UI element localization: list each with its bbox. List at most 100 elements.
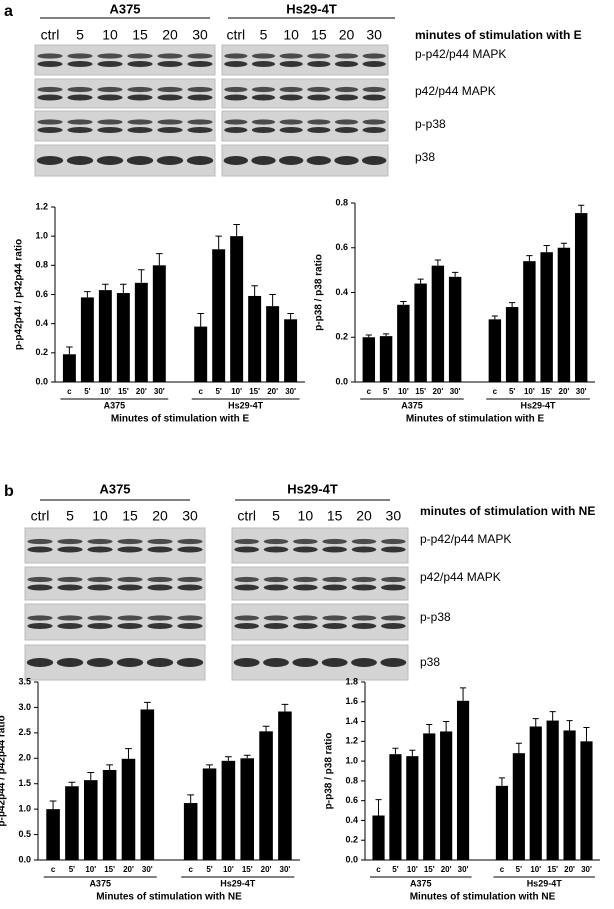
blot-band bbox=[37, 53, 63, 59]
blot-band bbox=[27, 576, 53, 583]
x-tick-label: 15' bbox=[547, 865, 558, 874]
error-bar bbox=[187, 794, 195, 804]
error-bar bbox=[526, 255, 533, 262]
x-tick-label: 30' bbox=[285, 387, 296, 396]
blot-band bbox=[187, 94, 213, 101]
blot-band bbox=[117, 584, 143, 591]
cell-line-label: Hs29-4T bbox=[286, 1, 337, 16]
blot-band bbox=[381, 546, 406, 553]
blot-caption: minutes of stimulation with E bbox=[415, 28, 582, 42]
blot-band bbox=[186, 156, 214, 165]
x-tick-label: 20' bbox=[559, 387, 570, 396]
error-bar bbox=[560, 242, 568, 248]
lane-label: 15 bbox=[122, 508, 138, 524]
lane-label: ctrl bbox=[226, 27, 245, 43]
lane-label: 15 bbox=[132, 27, 148, 43]
band-label: p-p42/p44 MAPK bbox=[415, 47, 506, 61]
x-tick-label: 30' bbox=[581, 865, 592, 874]
blot-band bbox=[279, 61, 303, 67]
blot-band bbox=[234, 584, 259, 591]
lane-label: ctrl bbox=[31, 508, 50, 524]
group-label: A375 bbox=[89, 878, 111, 888]
blot-band bbox=[381, 623, 406, 629]
y-tick-label: 1.4 bbox=[345, 716, 358, 726]
blot-band bbox=[176, 658, 204, 667]
x-tick-label: c bbox=[493, 387, 498, 396]
blot-band bbox=[322, 546, 347, 553]
blot-band bbox=[263, 576, 289, 583]
cell-line-label: Hs29-4T bbox=[287, 481, 338, 496]
x-tick-label: 5' bbox=[509, 387, 515, 396]
blot-band bbox=[251, 119, 276, 125]
bar bbox=[102, 769, 117, 860]
error-bar bbox=[566, 720, 573, 731]
x-tick-label: 10' bbox=[100, 387, 111, 396]
blot-band bbox=[187, 86, 213, 93]
blot-band bbox=[334, 61, 359, 67]
blot-band bbox=[187, 119, 213, 125]
y-tick-label: 0.0 bbox=[345, 854, 358, 864]
blot-band bbox=[334, 119, 359, 125]
x-tick-label: 15' bbox=[249, 387, 260, 396]
x-tick-label: 15' bbox=[541, 387, 552, 396]
blot-band bbox=[263, 615, 289, 621]
bar bbox=[379, 336, 393, 382]
y-tick-label: 0.2 bbox=[345, 835, 358, 845]
blot-band bbox=[351, 576, 377, 583]
y-tick-label: 1.2 bbox=[345, 736, 358, 746]
blot-band bbox=[57, 546, 83, 553]
y-tick-label: 2.0 bbox=[18, 753, 31, 763]
lane-label: 10 bbox=[102, 27, 118, 43]
error-bar bbox=[106, 764, 114, 770]
blot-band bbox=[117, 576, 143, 583]
bar bbox=[540, 252, 553, 382]
x-tick-label: 5' bbox=[84, 387, 90, 396]
bar bbox=[529, 726, 542, 860]
error-bar bbox=[243, 754, 251, 759]
bar bbox=[46, 809, 60, 860]
blot-band bbox=[97, 94, 123, 101]
bar bbox=[495, 785, 509, 860]
x-axis-label: Minutes of stimulation with E bbox=[406, 414, 545, 425]
bar bbox=[221, 760, 236, 860]
blot-band bbox=[292, 658, 319, 667]
lane-label: 5 bbox=[66, 508, 74, 524]
y-tick-label: 0.8 bbox=[35, 260, 48, 270]
bar bbox=[266, 306, 280, 382]
blot-strip bbox=[231, 603, 409, 641]
x-tick-label: 20' bbox=[267, 387, 278, 396]
bar bbox=[121, 758, 136, 860]
bar bbox=[488, 319, 502, 382]
blot-strip bbox=[34, 78, 216, 109]
blot-band bbox=[307, 86, 331, 93]
x-tick-label: 5' bbox=[215, 387, 221, 396]
error-bar bbox=[509, 302, 516, 308]
blot-band bbox=[87, 576, 113, 583]
blot-band bbox=[127, 86, 153, 93]
blot-band bbox=[157, 119, 183, 125]
x-tick-label: 10' bbox=[524, 387, 535, 396]
lane-label: 15 bbox=[327, 508, 343, 524]
lane-label: ctrl bbox=[41, 27, 60, 43]
y-tick-label: 1.6 bbox=[345, 696, 358, 706]
blot-band bbox=[27, 615, 53, 621]
blot-band bbox=[67, 53, 93, 59]
blot-band bbox=[234, 538, 259, 545]
bar bbox=[440, 731, 453, 860]
error-bar bbox=[498, 777, 505, 786]
blot-band bbox=[147, 546, 173, 553]
blot-band bbox=[66, 156, 94, 165]
blot-band bbox=[251, 86, 276, 93]
blot-band bbox=[224, 94, 248, 101]
blot-band bbox=[334, 86, 359, 93]
y-tick-label: 1.8 bbox=[345, 676, 358, 686]
blot-band bbox=[361, 156, 387, 165]
blot-band bbox=[127, 61, 153, 67]
bar bbox=[194, 326, 208, 382]
error-bar bbox=[443, 721, 450, 732]
bar bbox=[389, 754, 402, 860]
error-bar bbox=[251, 285, 258, 296]
blot-band bbox=[279, 119, 303, 125]
bar bbox=[456, 700, 470, 860]
x-tick-label: c bbox=[51, 865, 56, 874]
